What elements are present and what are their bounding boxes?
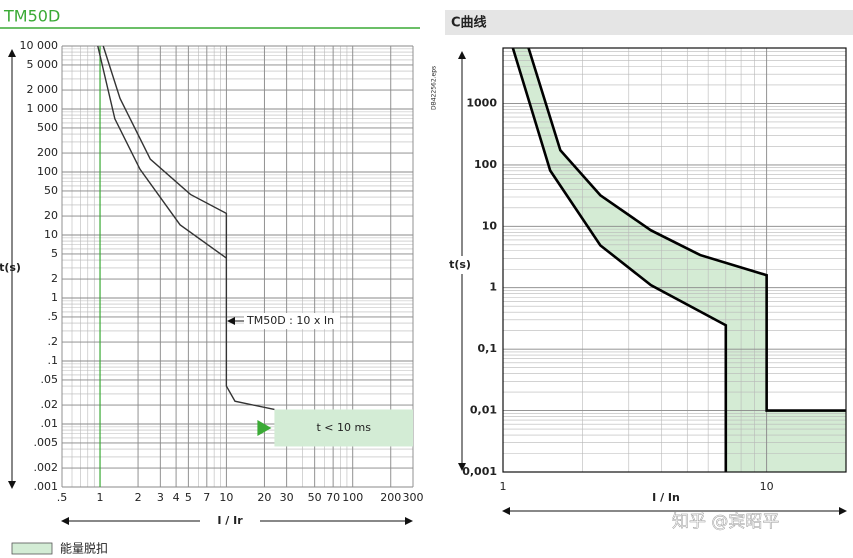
x-tick-label: 50 <box>308 491 322 504</box>
x-tick-label: 70 <box>326 491 340 504</box>
y-tick-label: .1 <box>48 354 59 367</box>
plot <box>502 47 847 473</box>
band-fill <box>512 48 846 472</box>
x-tick-label: 1 <box>97 491 104 504</box>
label-bg <box>448 256 474 274</box>
y-tick-label: 50 <box>44 184 58 197</box>
x-tick-label: 10 <box>219 491 233 504</box>
x-tick-label: 3 <box>157 491 164 504</box>
y-tick-label: 0,1 <box>478 342 498 355</box>
title-bar <box>445 10 853 35</box>
y-tick-label: .02 <box>41 398 59 411</box>
chart-title: C曲线 <box>451 15 487 31</box>
y-tick-label: .01 <box>41 417 59 430</box>
chart-title: TM50D <box>3 7 60 26</box>
legend-label: 能量脱扣 <box>60 541 108 556</box>
x-tick-label: 2 <box>135 491 142 504</box>
y-tick-label: .001 <box>34 480 59 493</box>
y-tick-label: 10 000 <box>20 39 59 52</box>
y-tick-label: .002 <box>34 461 59 474</box>
y-tick-label: 10 <box>482 219 498 232</box>
x-tick-label: 200 <box>380 491 401 504</box>
y-tick-label: 500 <box>37 121 58 134</box>
annotation: TM50D : 10 x In <box>246 314 334 327</box>
y-tick-label: 2 000 <box>27 83 59 96</box>
y-tick-label: .05 <box>41 373 59 386</box>
y-tick-label: .2 <box>48 335 59 348</box>
x-tick-label: 30 <box>280 491 294 504</box>
y-tick-label: 200 <box>37 146 58 159</box>
legend-swatch <box>11 542 53 555</box>
curve <box>97 45 227 259</box>
curve <box>527 47 846 412</box>
x-axis-label: I / In <box>652 491 680 504</box>
watermark: 知乎 @宾昭平 <box>672 512 779 532</box>
x-axis-label: I / Ir <box>217 514 243 527</box>
y-tick-label: 20 <box>44 209 58 222</box>
region <box>274 409 413 447</box>
y-tick-label: .5 <box>48 310 59 323</box>
side-text: DB422562.eps <box>431 66 438 110</box>
label-bg <box>200 513 260 529</box>
x-tick-label: 7 <box>203 491 210 504</box>
y-tick-label: 1 <box>51 291 58 304</box>
y-tick-label: 1 <box>489 281 497 294</box>
x-tick-label: 100 <box>342 491 363 504</box>
y-tick-label: 1 000 <box>27 102 59 115</box>
y-tick-label: 0,01 <box>470 404 497 417</box>
x-tick-label: 20 <box>257 491 271 504</box>
curve <box>102 45 275 411</box>
marker-triangle <box>257 419 272 436</box>
label-bg <box>244 313 340 329</box>
y-tick-label: 0,001 <box>462 465 497 478</box>
y-tick-label: .005 <box>34 436 59 449</box>
y-tick-label: 5 000 <box>27 58 59 71</box>
x-tick-label: 5 <box>185 491 192 504</box>
x-tick-label: 4 <box>173 491 180 504</box>
y-tick-label: 100 <box>474 158 497 171</box>
y-axis-label: t(s) <box>449 258 471 271</box>
annotation: t < 10 ms <box>316 421 371 434</box>
x-tick-label: 10 <box>760 480 774 493</box>
y-axis-label: t(s) <box>0 261 21 274</box>
y-tick-label: 5 <box>51 247 58 260</box>
x-tick-label: 300 <box>403 491 424 504</box>
y-tick-label: 2 <box>51 272 58 285</box>
y-tick-label: 1000 <box>466 96 497 109</box>
plot-border <box>502 47 847 473</box>
y-tick-label: 100 <box>37 165 58 178</box>
x-tick-label: .5 <box>57 491 68 504</box>
x-tick-label: 1 <box>500 480 507 493</box>
curve <box>511 47 728 472</box>
y-tick-label: 10 <box>44 228 58 241</box>
